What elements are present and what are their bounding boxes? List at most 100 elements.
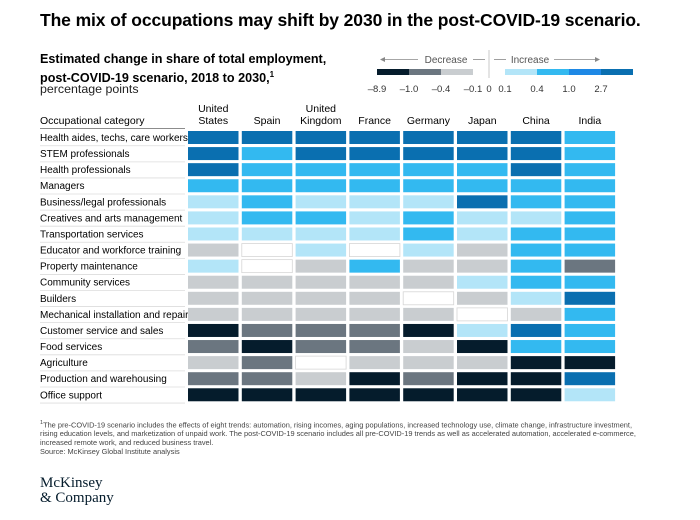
column-header: Japan	[468, 115, 497, 127]
heatmap-cell	[510, 356, 562, 370]
heatmap-cell	[457, 179, 508, 193]
legend-tick-label: –0.1	[464, 84, 483, 95]
heatmap-cell	[188, 356, 239, 370]
row-label: Property maintenance	[40, 262, 138, 273]
heatmap-cell	[510, 388, 562, 402]
heatmap-cell	[457, 275, 508, 289]
legend-swatch	[601, 69, 633, 75]
legend-tick-label: 2.7	[594, 84, 607, 95]
heatmap-cell	[403, 211, 454, 225]
row-label: STEM professionals	[40, 149, 129, 160]
heatmap-cell	[349, 307, 400, 321]
heatmap-cell	[188, 340, 239, 354]
footnote-marker: 1	[269, 70, 275, 79]
heatmap-cell	[457, 340, 508, 354]
heatmap-cell	[564, 259, 616, 273]
heatmap-cell	[457, 243, 508, 257]
heatmap-cell	[510, 147, 562, 161]
heatmap-cell	[403, 163, 454, 177]
heatmap-cell	[457, 131, 508, 144]
heatmap-cell	[564, 275, 616, 289]
heatmap-cell	[349, 179, 400, 193]
column-header: China	[522, 115, 550, 127]
heatmap-cell	[241, 243, 293, 257]
row-label: Transportation services	[40, 229, 144, 240]
heatmap-cell	[295, 195, 347, 209]
heatmap-cell	[564, 147, 616, 161]
heatmap-cell	[295, 355, 347, 370]
heatmap-cell	[349, 323, 400, 337]
row-label: Mechanical installation and repair	[40, 310, 189, 321]
footnote-text: The pre-COVID-19 scenario includes the e…	[40, 420, 636, 448]
heatmap-cell	[510, 323, 562, 337]
heatmap-cell	[403, 388, 454, 402]
heatmap-cell	[510, 211, 562, 225]
row-label: Agriculture	[40, 358, 88, 369]
heatmap-cell	[349, 388, 400, 402]
heatmap-cell	[188, 323, 239, 337]
row-label: Health aides, techs, care workers	[40, 133, 188, 144]
heatmap-cell	[403, 340, 454, 354]
heatmap-cell	[564, 195, 616, 209]
heatmap-cell	[295, 243, 347, 257]
heatmap-cell	[295, 388, 347, 402]
heatmap-cell	[188, 388, 239, 402]
heatmap-cell	[241, 291, 293, 305]
heatmap-cell	[457, 356, 508, 370]
heatmap-cell	[241, 388, 293, 402]
logo-line-1: McKinsey	[40, 475, 103, 491]
heatmap-cell	[349, 275, 400, 289]
legend-tick-label: –1.0	[400, 84, 419, 95]
legend-decrease-arrowhead	[380, 57, 385, 62]
heatmap-cell	[188, 179, 239, 193]
chart-subtitle-line1: Estimated change in share of total emplo…	[40, 52, 327, 66]
heatmap-cell	[295, 275, 347, 289]
heatmap-cell	[403, 195, 454, 209]
heatmap-cell	[457, 147, 508, 161]
heatmap-cell	[295, 163, 347, 177]
legend-swatch	[569, 69, 601, 75]
heatmap-cell	[241, 372, 293, 386]
heatmap-cell	[241, 195, 293, 209]
heatmap-cell	[295, 147, 347, 161]
legend-tick-label: –8.9	[368, 84, 387, 95]
heatmap-cell	[188, 195, 239, 209]
heatmap-cell	[188, 372, 239, 386]
legend-swatch	[377, 69, 409, 75]
heatmap-cell	[188, 131, 239, 144]
heatmap-cell	[188, 211, 239, 225]
legend-tick-label: 0.4	[530, 84, 543, 95]
heatmap-cell	[349, 163, 400, 177]
heatmap-cell	[403, 275, 454, 289]
heatmap-cell	[457, 372, 508, 386]
row-label: Health professionals	[40, 165, 131, 176]
heatmap-cell	[349, 259, 400, 273]
mckinsey-logo: McKinsey & Company	[40, 476, 114, 506]
heatmap-cell	[510, 227, 562, 241]
heatmap-cell	[349, 340, 400, 354]
heatmap-cell	[510, 131, 562, 144]
heatmap-cell	[457, 211, 508, 225]
heatmap-cell	[564, 323, 616, 337]
legend-decrease-label: Decrease	[425, 55, 468, 66]
heatmap-cell	[241, 307, 293, 321]
row-header: Occupational category	[40, 115, 145, 127]
heatmap-cell	[349, 356, 400, 370]
legend-swatch	[537, 69, 569, 75]
heatmap-cell	[510, 259, 562, 273]
heatmap-cell	[295, 372, 347, 386]
heatmap-cell	[510, 179, 562, 193]
heatmap-cell	[241, 323, 293, 337]
heatmap-cell	[564, 227, 616, 241]
logo-line-2: & Company	[40, 490, 114, 506]
heatmap-cell	[564, 179, 616, 193]
heatmap-cell	[188, 307, 239, 321]
legend-swatch	[441, 69, 473, 75]
row-label: Creatives and arts management	[40, 213, 183, 224]
row-label: Community services	[40, 278, 130, 289]
legend-tick-label: –0.4	[432, 84, 451, 95]
heatmap-cell	[510, 243, 562, 257]
heatmap-cell	[403, 259, 454, 273]
legend-tick-label: 1.0	[562, 84, 575, 95]
